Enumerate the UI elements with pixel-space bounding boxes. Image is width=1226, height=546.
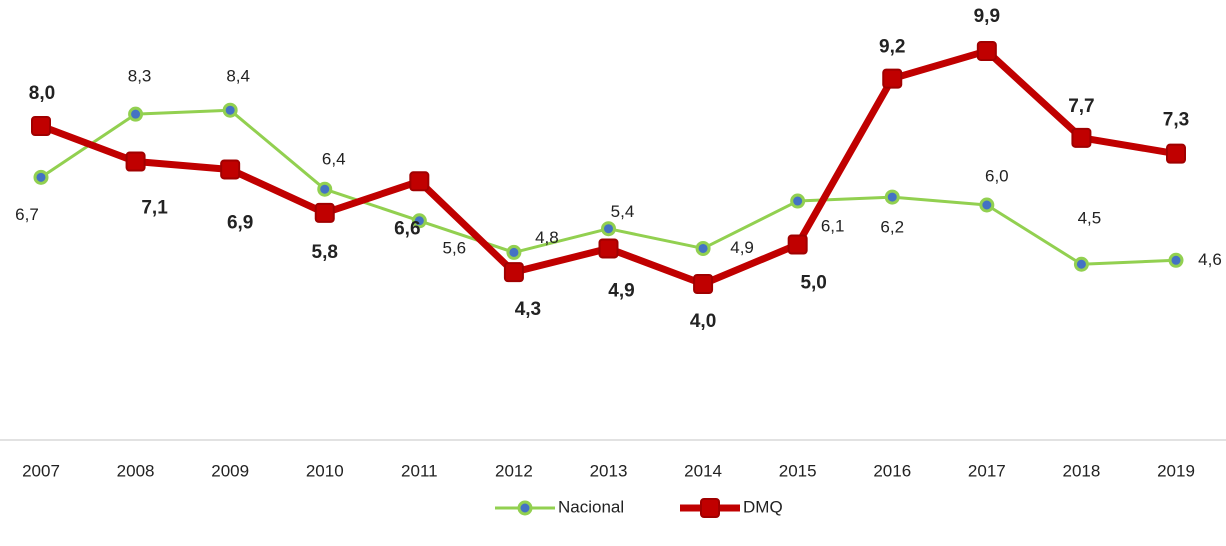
point [787, 234, 808, 255]
point [1166, 143, 1186, 164]
data-label: 4,0 [690, 311, 716, 332]
point [1073, 256, 1089, 272]
point [31, 116, 51, 136]
point [411, 213, 427, 229]
data-label: 4,5 [1078, 209, 1102, 228]
data-label: 6,0 [985, 166, 1009, 185]
point [601, 221, 616, 237]
x-tick-label: 2008 [117, 461, 155, 480]
data-label: 5,8 [312, 242, 338, 263]
point [409, 171, 430, 192]
data-label: 4,9 [730, 238, 754, 257]
data-label: 6,1 [821, 217, 845, 236]
point [884, 189, 900, 205]
legend-marker [700, 498, 720, 518]
point [314, 202, 335, 223]
data-label: 6,7 [15, 205, 39, 224]
point [693, 274, 714, 294]
data-label: 6,4 [322, 150, 346, 169]
x-tick-label: 2012 [495, 461, 533, 480]
x-tick-label: 2015 [779, 461, 817, 480]
x-tick-label: 2007 [22, 461, 60, 480]
point [506, 244, 522, 260]
data-label: 5,6 [443, 238, 467, 257]
point [790, 193, 806, 209]
point [503, 262, 524, 283]
x-tick-label: 2010 [306, 461, 344, 480]
data-label: 4,3 [515, 299, 541, 320]
point [222, 102, 238, 118]
data-label: 8,0 [29, 83, 55, 104]
x-tick-label: 2014 [684, 461, 722, 480]
data-label: 6,9 [227, 212, 253, 233]
data-label: 7,3 [1163, 110, 1189, 131]
point [1168, 252, 1184, 268]
point [976, 40, 997, 61]
legend-label: DMQ [743, 497, 783, 516]
x-tick-label: 2009 [211, 461, 249, 480]
data-label: 4,8 [535, 228, 559, 247]
data-label: 7,1 [141, 198, 168, 219]
point [33, 169, 49, 185]
point [317, 181, 333, 197]
point [128, 106, 144, 122]
data-label: 4,6 [1198, 250, 1222, 269]
data-label: 6,6 [394, 218, 420, 239]
data-label: 6,2 [880, 218, 904, 237]
point [125, 151, 146, 172]
x-tick-label: 2018 [1063, 461, 1101, 480]
data-label: 5,4 [611, 202, 635, 221]
point [882, 68, 903, 89]
data-label: 4,9 [608, 280, 634, 301]
x-tick-label: 2019 [1157, 461, 1195, 480]
data-label: 9,2 [879, 37, 905, 58]
x-tick-label: 2016 [873, 461, 911, 480]
point [695, 240, 711, 256]
data-label: 8,4 [226, 67, 250, 86]
legend-marker [517, 500, 533, 516]
data-label: 5,0 [800, 273, 826, 294]
x-tick-label: 2013 [590, 461, 628, 480]
data-label: 7,7 [1068, 96, 1094, 117]
x-tick-label: 2011 [401, 461, 438, 480]
data-label: 9,9 [974, 6, 1000, 27]
point [1071, 127, 1092, 148]
legend-label: Nacional [558, 497, 624, 516]
point [979, 197, 995, 213]
data-label: 8,3 [128, 67, 152, 86]
x-tick-label: 2017 [968, 461, 1006, 480]
point [598, 238, 619, 259]
point [220, 159, 241, 180]
